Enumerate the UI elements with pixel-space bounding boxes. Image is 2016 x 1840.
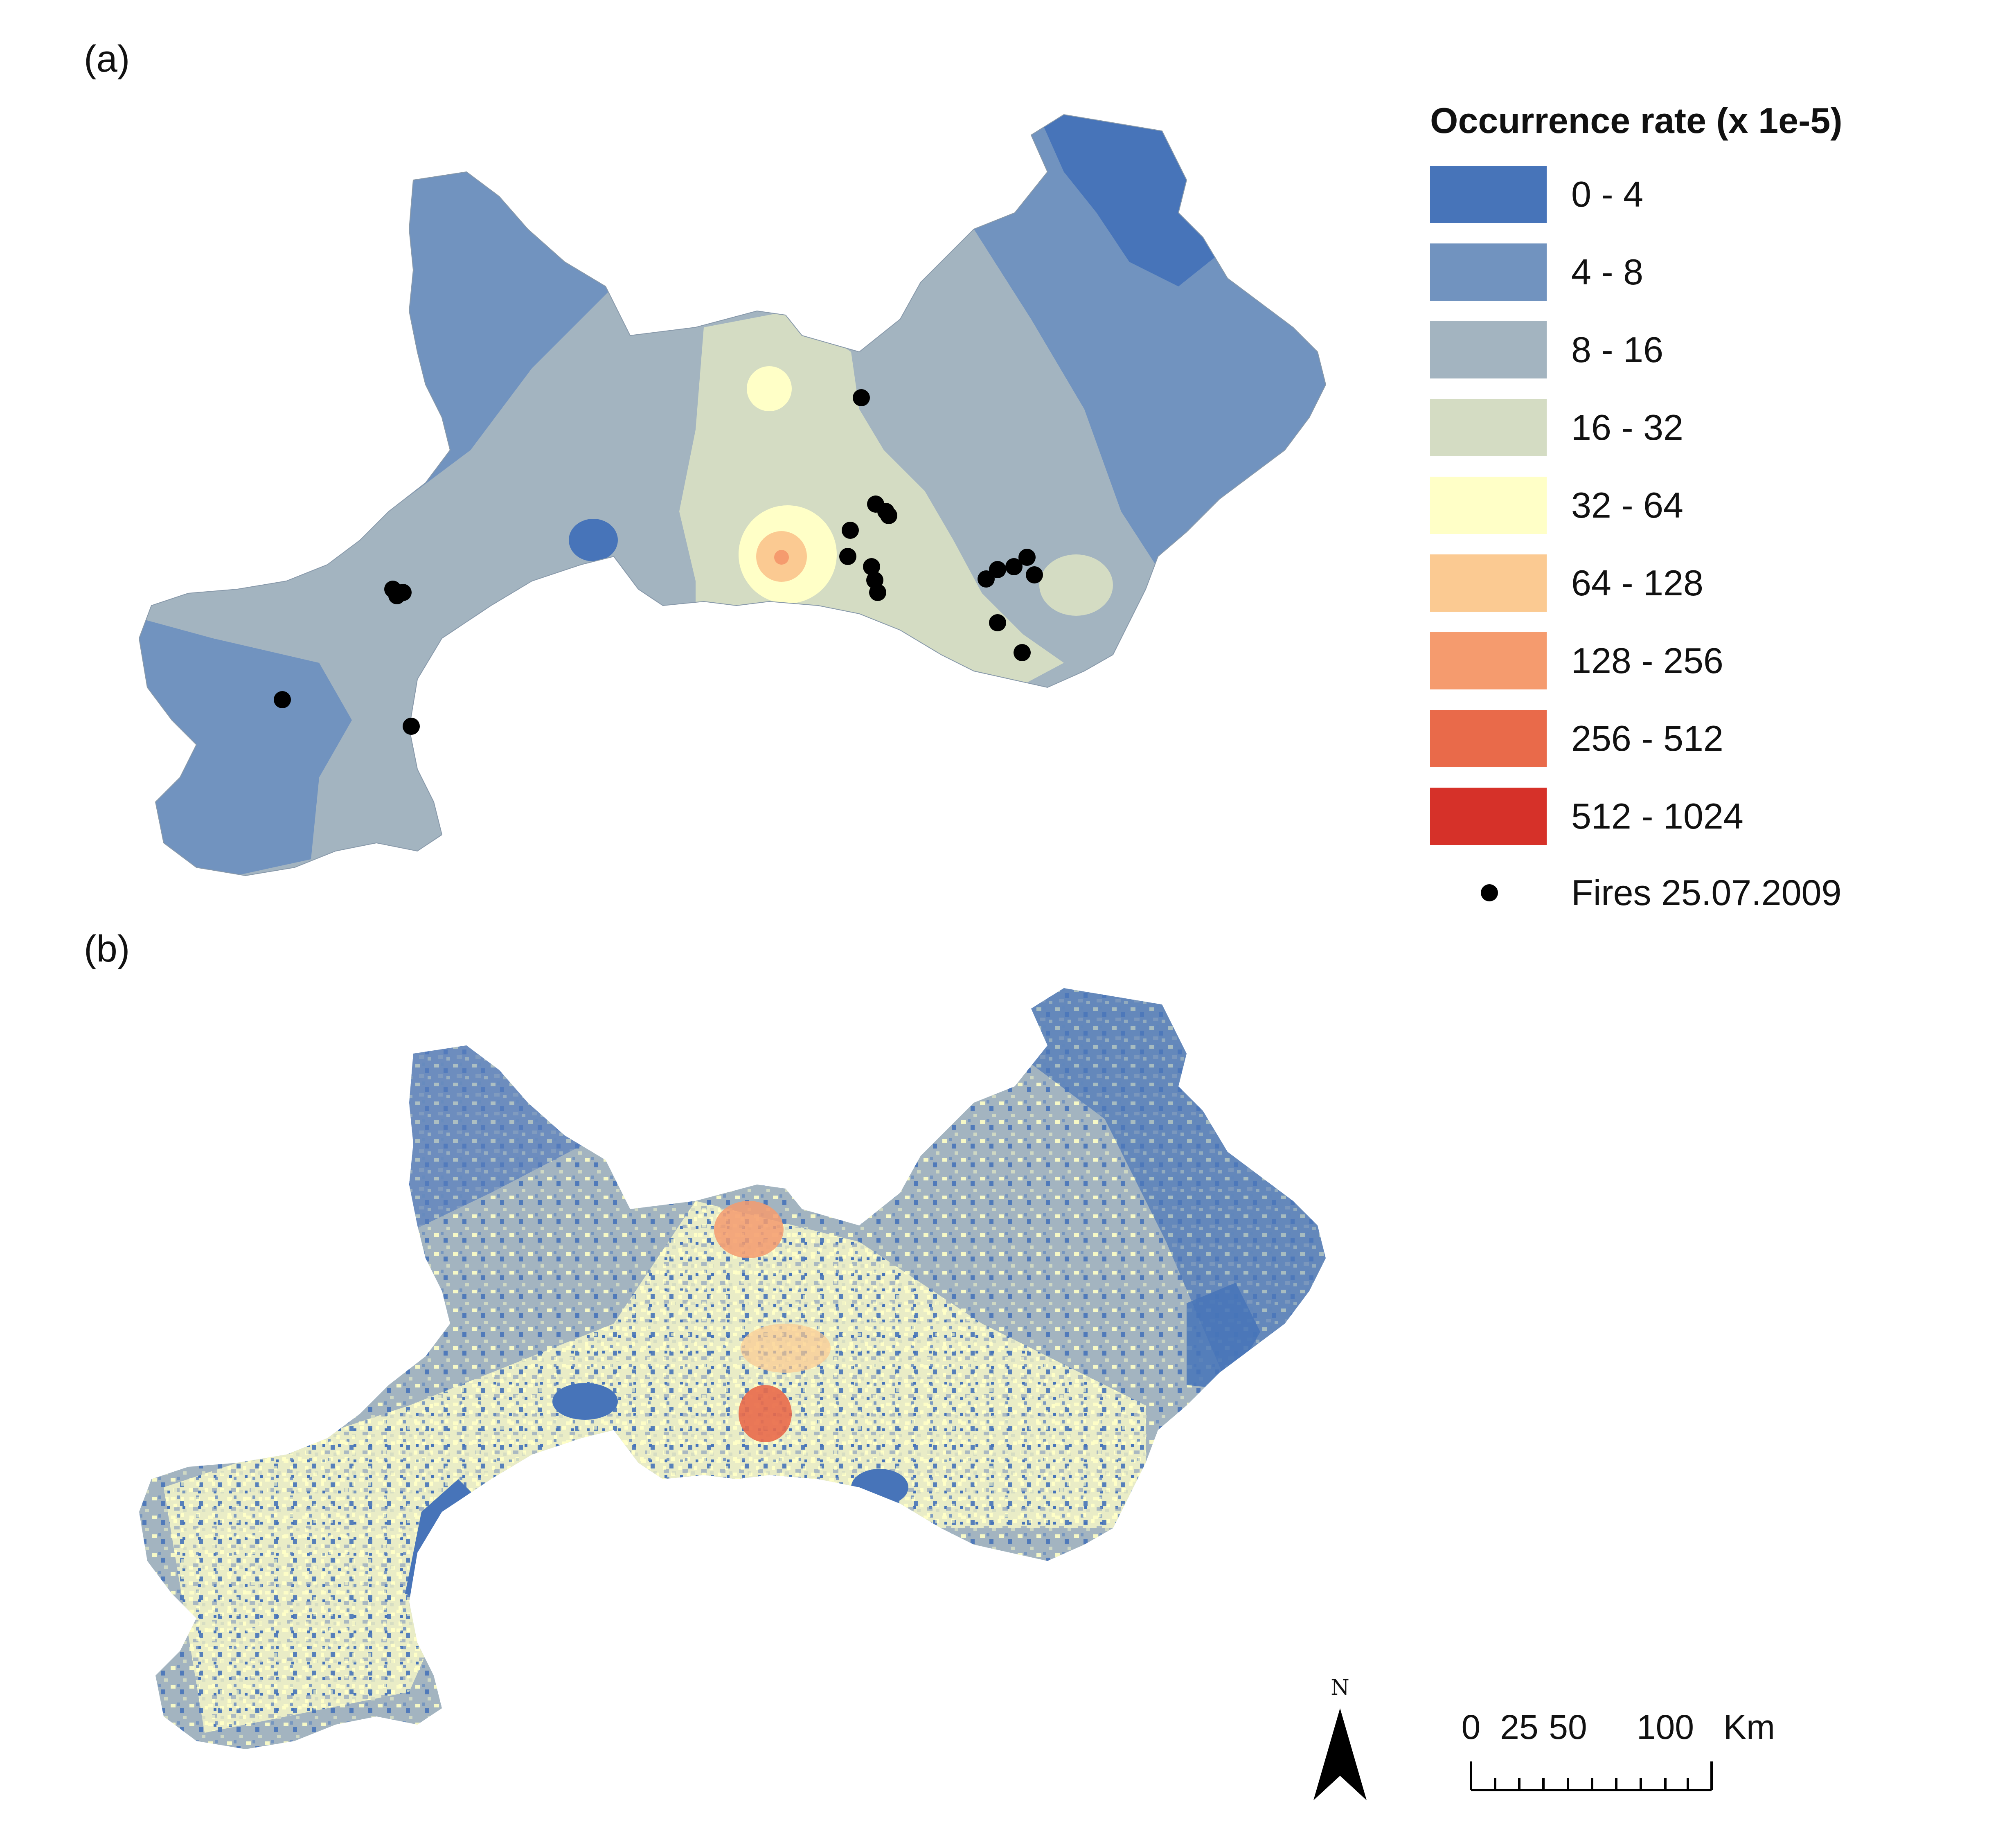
fire-point bbox=[274, 691, 291, 708]
scale-bar: 0 25 50 100 Km bbox=[1462, 1708, 1775, 1791]
fire-point bbox=[1005, 558, 1023, 575]
scale-label: 0 bbox=[1462, 1708, 1481, 1746]
legend-label: 8 - 16 bbox=[1571, 329, 1663, 370]
legend-fire-symbol bbox=[1481, 884, 1498, 901]
north-arrow: N bbox=[1313, 1676, 1367, 1800]
scale-label: 25 bbox=[1500, 1708, 1538, 1746]
legend-swatch bbox=[1430, 243, 1547, 301]
scale-label: 100 bbox=[1637, 1708, 1694, 1746]
scale-label: 50 bbox=[1549, 1708, 1587, 1746]
fire-point bbox=[880, 507, 897, 524]
legend-swatch bbox=[1430, 166, 1547, 223]
fire-point bbox=[839, 548, 856, 565]
fire-point bbox=[869, 584, 886, 601]
legend: Occurrence rate (x 1e-5) 0 - 4 4 - 8 8 -… bbox=[1430, 100, 1843, 913]
fire-point bbox=[978, 570, 995, 588]
legend-swatch bbox=[1430, 399, 1547, 456]
legend-label: 4 - 8 bbox=[1571, 252, 1643, 292]
legend-swatch bbox=[1430, 710, 1547, 767]
fire-point bbox=[853, 389, 870, 406]
fire-point bbox=[403, 718, 420, 735]
panel-b-map bbox=[139, 988, 1326, 1749]
panel-a-map bbox=[139, 114, 1326, 876]
legend-label: 128 - 256 bbox=[1571, 640, 1723, 681]
legend-label: 64 - 128 bbox=[1571, 563, 1703, 603]
legend-swatch bbox=[1430, 554, 1547, 612]
panel-b-label: (b) bbox=[84, 928, 130, 970]
legend-swatch bbox=[1430, 477, 1547, 534]
legend-swatch bbox=[1430, 321, 1547, 378]
legend-fires-label: Fires 25.07.2009 bbox=[1571, 872, 1841, 913]
legend-title: Occurrence rate (x 1e-5) bbox=[1430, 100, 1843, 141]
legend-swatch bbox=[1430, 788, 1547, 845]
fire-points bbox=[274, 389, 1043, 735]
legend-swatch bbox=[1430, 632, 1547, 689]
north-label: N bbox=[1331, 1676, 1349, 1700]
north-arrow-icon bbox=[1313, 1708, 1367, 1800]
scale-unit: Km bbox=[1723, 1708, 1775, 1746]
legend-label: 32 - 64 bbox=[1571, 485, 1683, 525]
fire-point bbox=[842, 522, 859, 539]
fire-point bbox=[989, 614, 1006, 631]
legend-label: 512 - 1024 bbox=[1571, 796, 1743, 836]
fire-point bbox=[1014, 644, 1031, 661]
fire-point bbox=[863, 558, 880, 575]
legend-label: 256 - 512 bbox=[1571, 718, 1723, 759]
legend-label: 16 - 32 bbox=[1571, 407, 1683, 448]
panel-a-label: (a) bbox=[84, 38, 130, 80]
fire-point bbox=[989, 561, 1006, 578]
fire-point bbox=[1018, 549, 1036, 566]
fire-point bbox=[1026, 566, 1043, 583]
legend-label: 0 - 4 bbox=[1571, 174, 1643, 214]
fire-point bbox=[388, 587, 405, 604]
